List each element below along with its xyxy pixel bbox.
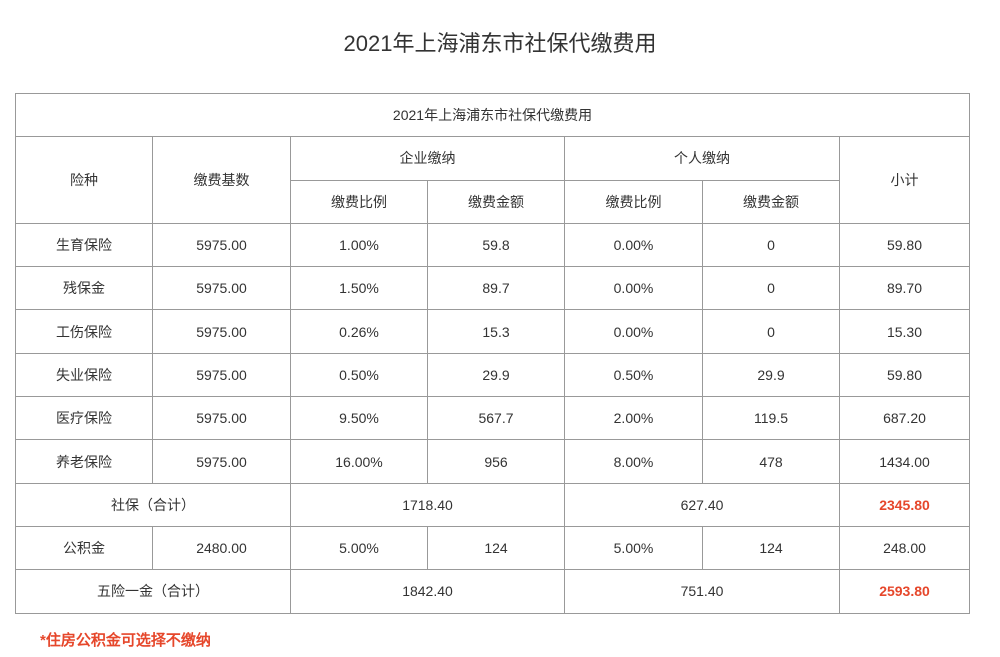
subtotal-cell: 248.00 [839, 525, 970, 571]
header-base: 缴费基数 [152, 136, 291, 224]
company-amount-cell: 89.7 [427, 266, 565, 311]
social-total-subtotal: 2345.80 [839, 482, 970, 527]
grand-total-subtotal: 2593.80 [839, 569, 970, 614]
subtotal-cell: 59.80 [839, 352, 970, 398]
grand-total-row: 五险一金（合计） 1842.40 751.40 2593.80 [15, 569, 970, 614]
social-total-personal: 627.40 [564, 482, 840, 527]
header-insurance-type: 险种 [15, 136, 153, 224]
table-row: 失业保险 5975.00 0.50% 29.9 0.50% 29.9 59.80 [15, 352, 970, 398]
subtotal-cell: 1434.00 [839, 439, 970, 484]
table-row: 生育保险 5975.00 1.00% 59.8 0.00% 0 59.80 [15, 222, 970, 268]
personal-rate-cell: 8.00% [564, 439, 703, 484]
company-amount-cell: 29.9 [427, 352, 565, 398]
subtotal-cell: 687.20 [839, 396, 970, 441]
page-title: 2021年上海浦东市社保代缴费用 [343, 31, 657, 56]
base-cell: 5975.00 [152, 439, 291, 484]
base-cell: 5975.00 [152, 352, 291, 398]
company-rate-cell: 16.00% [290, 439, 428, 484]
base-cell: 2480.00 [152, 525, 291, 571]
subtotal-cell: 89.70 [839, 266, 970, 311]
fee-table: 2021年上海浦东市社保代缴费用 险种 缴费基数 企业缴纳 个人缴纳 小计 缴费… [15, 92, 970, 614]
social-total-row: 社保（合计） 1718.40 627.40 2345.80 [15, 482, 970, 527]
company-amount-cell: 956 [427, 439, 565, 484]
base-cell: 5975.00 [152, 266, 291, 311]
company-amount-cell: 59.8 [427, 222, 565, 268]
table-subheader-row: 缴费比例 缴费金额 缴费比例 缴费金额 [16, 179, 970, 224]
header-company-amount: 缴费金额 [427, 179, 565, 224]
table-caption: 2021年上海浦东市社保代缴费用 [15, 92, 970, 138]
table-row: 养老保险 5975.00 16.00% 956 8.00% 478 1434.0… [15, 439, 970, 484]
company-rate-cell: 0.26% [290, 309, 428, 354]
insurance-type-cell: 医疗保险 [15, 396, 153, 441]
personal-rate-cell: 5.00% [564, 525, 703, 571]
social-total-label: 社保（合计） [15, 482, 291, 527]
company-rate-cell: 1.00% [290, 222, 428, 268]
company-amount-cell: 124 [427, 525, 565, 571]
company-rate-cell: 0.50% [290, 352, 428, 398]
insurance-type-cell: 生育保险 [15, 222, 153, 268]
company-rate-cell: 9.50% [290, 396, 428, 441]
personal-rate-cell: 0.00% [564, 222, 703, 268]
personal-amount-cell: 0 [702, 222, 840, 268]
insurance-type-cell: 失业保险 [15, 352, 153, 398]
header-subtotal: 小计 [839, 136, 970, 224]
base-cell: 5975.00 [152, 396, 291, 441]
company-rate-cell: 1.50% [290, 266, 428, 311]
personal-rate-cell: 2.00% [564, 396, 703, 441]
personal-rate-cell: 0.00% [564, 309, 703, 354]
insurance-type-cell: 残保金 [15, 266, 153, 311]
personal-rate-cell: 0.00% [564, 266, 703, 311]
company-rate-cell: 5.00% [290, 525, 428, 571]
table-row: 工伤保险 5975.00 0.26% 15.3 0.00% 0 15.30 [15, 309, 970, 354]
table-row: 医疗保险 5975.00 9.50% 567.7 2.00% 119.5 687… [15, 396, 970, 441]
header-personal-group: 个人缴纳 [564, 136, 840, 181]
base-cell: 5975.00 [152, 309, 291, 354]
insurance-type-cell: 公积金 [15, 525, 153, 571]
header-personal-rate: 缴费比例 [564, 179, 703, 224]
base-cell: 5975.00 [152, 222, 291, 268]
grand-total-label: 五险一金（合计） [15, 569, 291, 614]
header-personal-amount: 缴费金额 [702, 179, 840, 224]
personal-amount-cell: 0 [702, 266, 840, 311]
insurance-type-cell: 工伤保险 [15, 309, 153, 354]
subtotal-cell: 15.30 [839, 309, 970, 354]
grand-total-company: 1842.40 [290, 569, 565, 614]
insurance-type-cell: 养老保险 [15, 439, 153, 484]
header-company-group: 企业缴纳 [290, 136, 565, 181]
personal-amount-cell: 0 [702, 309, 840, 354]
fee-table-container: 2021年上海浦东市社保代缴费用 险种 缴费基数 企业缴纳 个人缴纳 小计 缴费… [15, 92, 970, 614]
table-caption-row: 2021年上海浦东市社保代缴费用 [15, 92, 970, 138]
table-row: 残保金 5975.00 1.50% 89.7 0.00% 0 89.70 [15, 266, 970, 311]
personal-amount-cell: 119.5 [702, 396, 840, 441]
company-amount-cell: 15.3 [427, 309, 565, 354]
social-total-company: 1718.40 [290, 482, 565, 527]
table-header-row: 险种 缴费基数 企业缴纳 个人缴纳 小计 [15, 136, 970, 224]
header-company-rate: 缴费比例 [290, 179, 428, 224]
subtotal-cell: 59.80 [839, 222, 970, 268]
personal-amount-cell: 124 [702, 525, 840, 571]
housing-fund-row: 公积金 2480.00 5.00% 124 5.00% 124 248.00 [15, 525, 970, 571]
personal-amount-cell: 29.9 [702, 352, 840, 398]
personal-rate-cell: 0.50% [564, 352, 703, 398]
company-amount-cell: 567.7 [427, 396, 565, 441]
grand-total-personal: 751.40 [564, 569, 840, 614]
footnote: *住房公积金可选择不缴纳 [40, 632, 211, 649]
personal-amount-cell: 478 [702, 439, 840, 484]
